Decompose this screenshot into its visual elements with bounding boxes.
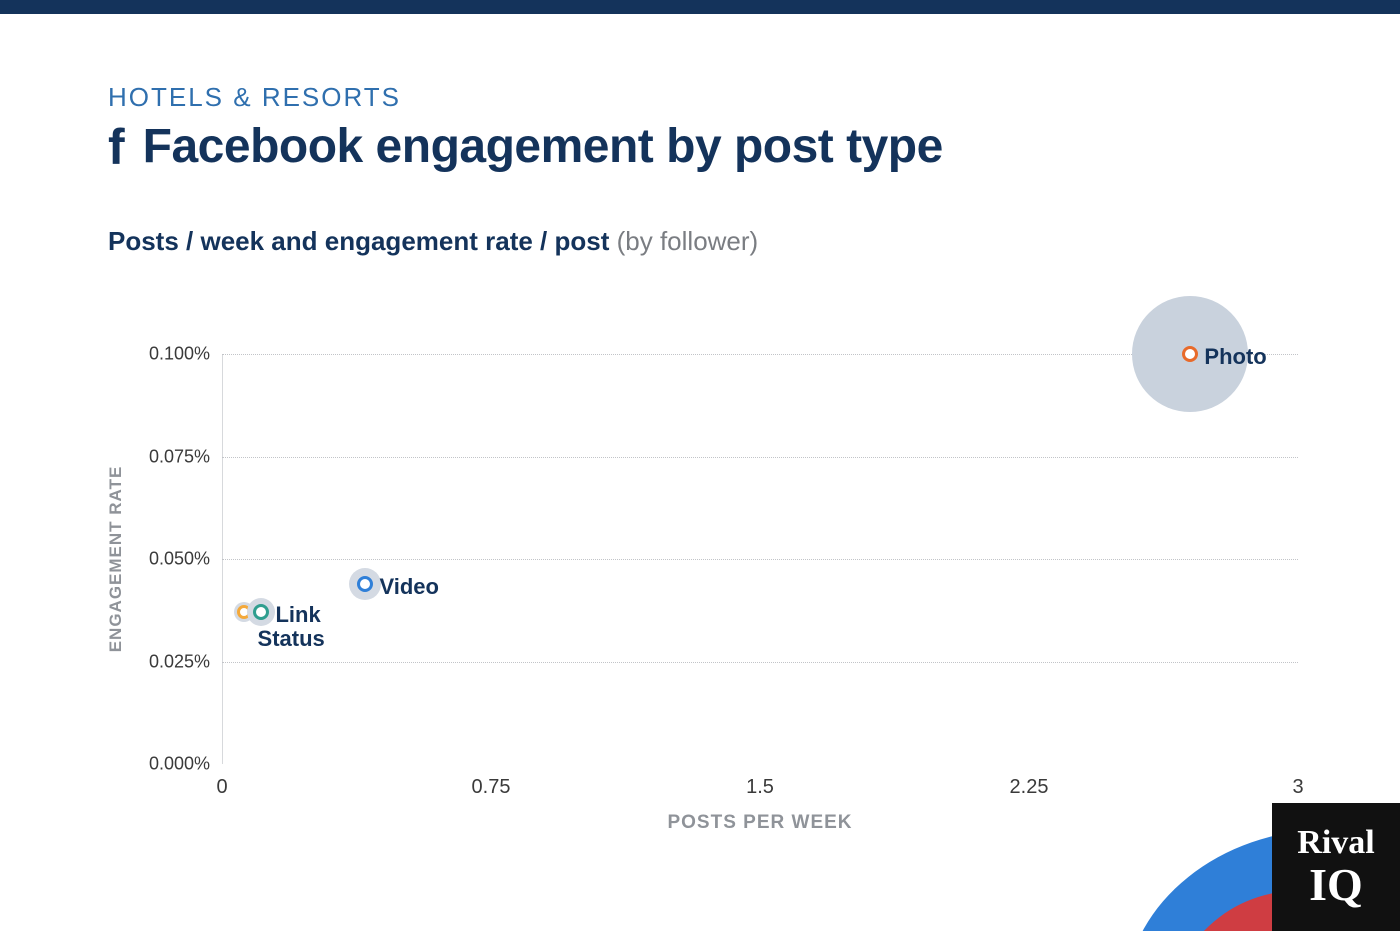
data-label-status: Status xyxy=(258,626,325,652)
data-label-video: Video xyxy=(379,574,439,600)
x-tick-label: 1.5 xyxy=(746,776,774,799)
data-marker-link xyxy=(253,604,269,620)
gridline xyxy=(222,662,1298,663)
data-marker-photo xyxy=(1182,346,1198,362)
x-tick-label: 0.75 xyxy=(472,776,511,799)
y-tick-label: 0.000% xyxy=(149,754,210,775)
data-label-link: Link xyxy=(275,602,320,628)
rivaliq-logo: Rival IQ xyxy=(1272,803,1400,931)
subtitle-bold: Posts / week and engagement rate / post xyxy=(108,226,609,256)
gridline xyxy=(222,457,1298,458)
x-tick-label: 0 xyxy=(216,776,227,799)
gridline xyxy=(222,559,1298,560)
logo-line2: IQ xyxy=(1309,862,1363,908)
data-marker-video xyxy=(357,576,373,592)
y-tick-label: 0.050% xyxy=(149,549,210,570)
page-title: Facebook engagement by post type xyxy=(143,119,943,174)
subtitle-light: (by follower) xyxy=(617,226,759,256)
x-axis-label: POSTS PER WEEK xyxy=(667,812,852,890)
y-tick-label: 0.075% xyxy=(149,446,210,467)
eyebrow: HOTELS & RESORTS xyxy=(108,82,1400,113)
data-label-photo: Photo xyxy=(1204,344,1266,370)
facebook-icon: f xyxy=(108,122,125,172)
y-tick-label: 0.025% xyxy=(149,651,210,672)
title-row: f Facebook engagement by post type xyxy=(108,119,1400,174)
subtitle: Posts / week and engagement rate / post … xyxy=(0,174,1400,257)
page: HOTELS & RESORTS f Facebook engagement b… xyxy=(0,14,1400,931)
logo-line1: Rival xyxy=(1297,826,1374,860)
header: HOTELS & RESORTS f Facebook engagement b… xyxy=(0,14,1400,174)
y-tick-label: 0.100% xyxy=(149,344,210,365)
top-bar xyxy=(0,0,1400,14)
